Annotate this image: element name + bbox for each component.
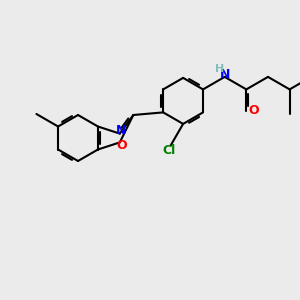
- Text: N: N: [116, 124, 126, 137]
- Text: O: O: [116, 139, 127, 152]
- Text: N: N: [220, 68, 230, 81]
- Text: O: O: [248, 104, 259, 117]
- Text: Cl: Cl: [162, 144, 175, 157]
- Text: H: H: [215, 64, 224, 74]
